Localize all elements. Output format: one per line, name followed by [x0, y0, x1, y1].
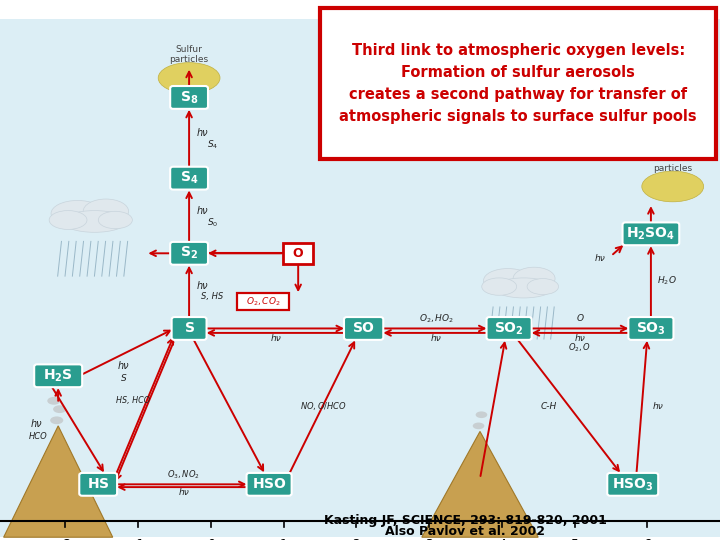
Text: $S_4$: $S_4$ [207, 138, 218, 151]
Text: hν: hν [30, 420, 42, 429]
Polygon shape [422, 431, 538, 537]
Text: $S_0$: $S_0$ [207, 216, 218, 228]
Text: $O_3, NO_2$: $O_3, NO_2$ [167, 468, 200, 481]
Text: hν: hν [197, 206, 208, 216]
Text: O: O [293, 247, 304, 260]
Text: $\mathbf{HSO}$: $\mathbf{HSO}$ [252, 477, 287, 491]
FancyBboxPatch shape [0, 19, 720, 537]
Ellipse shape [484, 268, 532, 293]
Text: $\mathbf{HSO_3}$: $\mathbf{HSO_3}$ [612, 476, 654, 492]
Ellipse shape [84, 199, 129, 224]
FancyBboxPatch shape [623, 222, 679, 245]
Text: 2: 2 [352, 538, 360, 540]
Text: $NO, O/HCO$: $NO, O/HCO$ [300, 400, 347, 413]
Text: hν: hν [197, 129, 208, 138]
Text: $\mathbf{H_2SO_4}$: $\mathbf{H_2SO_4}$ [626, 226, 675, 242]
Ellipse shape [63, 211, 127, 232]
Text: C-H: C-H [541, 402, 557, 411]
Text: HCO: HCO [29, 432, 48, 441]
FancyBboxPatch shape [34, 364, 82, 387]
FancyBboxPatch shape [170, 167, 208, 190]
FancyBboxPatch shape [487, 317, 531, 340]
Text: hν: hν [179, 488, 189, 497]
Text: $\mathbf{SO_3}$: $\mathbf{SO_3}$ [636, 320, 666, 336]
Ellipse shape [53, 406, 66, 413]
Ellipse shape [49, 211, 87, 229]
Text: $\mathbf{S_8}$: $\mathbf{S_8}$ [180, 89, 198, 106]
Text: Also Pavlov et al. 2002: Also Pavlov et al. 2002 [385, 525, 546, 538]
FancyBboxPatch shape [629, 317, 673, 340]
Text: $\mathbf{HS}$: $\mathbf{HS}$ [87, 477, 109, 491]
Ellipse shape [99, 211, 132, 229]
Text: $\mathbf{S_2}$: $\mathbf{S_2}$ [180, 245, 198, 261]
Text: 6: 6 [644, 538, 651, 540]
Text: $H_2O$: $H_2O$ [657, 275, 677, 287]
Ellipse shape [48, 397, 60, 404]
Text: $O_2, O$: $O_2, O$ [569, 342, 592, 354]
Text: Sulfur
particles: Sulfur particles [169, 45, 209, 64]
Text: 1: 1 [279, 538, 287, 540]
FancyBboxPatch shape [320, 8, 716, 159]
Text: hν: hν [271, 334, 282, 343]
FancyBboxPatch shape [171, 317, 207, 340]
Text: $\mathbf{SO}$: $\mathbf{SO}$ [352, 321, 375, 335]
Text: hν: hν [575, 334, 585, 343]
Text: hν: hν [653, 402, 664, 411]
Text: hν: hν [118, 361, 130, 371]
Text: -2: -2 [59, 538, 72, 540]
Text: Sulfate
particles: Sulfate particles [653, 153, 693, 173]
Ellipse shape [642, 171, 703, 202]
Text: $\mathbf{S}$: $\mathbf{S}$ [184, 321, 194, 335]
FancyBboxPatch shape [607, 473, 658, 496]
Polygon shape [4, 426, 113, 537]
Ellipse shape [50, 416, 63, 424]
Text: 0: 0 [207, 538, 215, 540]
FancyBboxPatch shape [170, 242, 208, 265]
FancyBboxPatch shape [246, 473, 292, 496]
Ellipse shape [527, 279, 559, 295]
Text: S: S [121, 374, 127, 383]
Text: -1: -1 [132, 538, 145, 540]
FancyBboxPatch shape [170, 86, 208, 109]
FancyBboxPatch shape [79, 473, 117, 496]
Text: O: O [577, 314, 584, 323]
Text: Kasting JF, SCIENCE, 293: 819-820, 2001: Kasting JF, SCIENCE, 293: 819-820, 2001 [324, 514, 607, 527]
Ellipse shape [494, 278, 553, 298]
Text: $\mathbf{S_4}$: $\mathbf{S_4}$ [180, 170, 198, 186]
Ellipse shape [476, 411, 487, 418]
Text: $O_2, CO_2$: $O_2, CO_2$ [246, 295, 281, 308]
Text: S, HS: S, HS [201, 292, 223, 301]
Ellipse shape [473, 422, 485, 429]
FancyBboxPatch shape [237, 293, 289, 310]
Ellipse shape [482, 278, 517, 295]
Text: hν: hν [431, 334, 442, 343]
Text: 4: 4 [498, 538, 505, 540]
Text: 5: 5 [570, 538, 579, 540]
Text: HS, HCO: HS, HCO [116, 396, 150, 406]
Text: $\mathbf{SO_2}$: $\mathbf{SO_2}$ [494, 320, 524, 336]
Text: $\mathbf{H_2S}$: $\mathbf{H_2S}$ [43, 368, 73, 384]
Text: hν: hν [595, 254, 606, 264]
Text: $O_2, HO_2$: $O_2, HO_2$ [419, 312, 454, 325]
FancyBboxPatch shape [344, 317, 383, 340]
Ellipse shape [513, 267, 555, 290]
Text: 3: 3 [425, 538, 433, 540]
Text: Third link to atmospheric oxygen levels:
Formation of sulfur aerosols
creates a : Third link to atmospheric oxygen levels:… [339, 43, 697, 124]
Text: hν: hν [197, 281, 208, 292]
Ellipse shape [51, 200, 104, 226]
FancyBboxPatch shape [283, 242, 313, 264]
Ellipse shape [158, 63, 220, 93]
